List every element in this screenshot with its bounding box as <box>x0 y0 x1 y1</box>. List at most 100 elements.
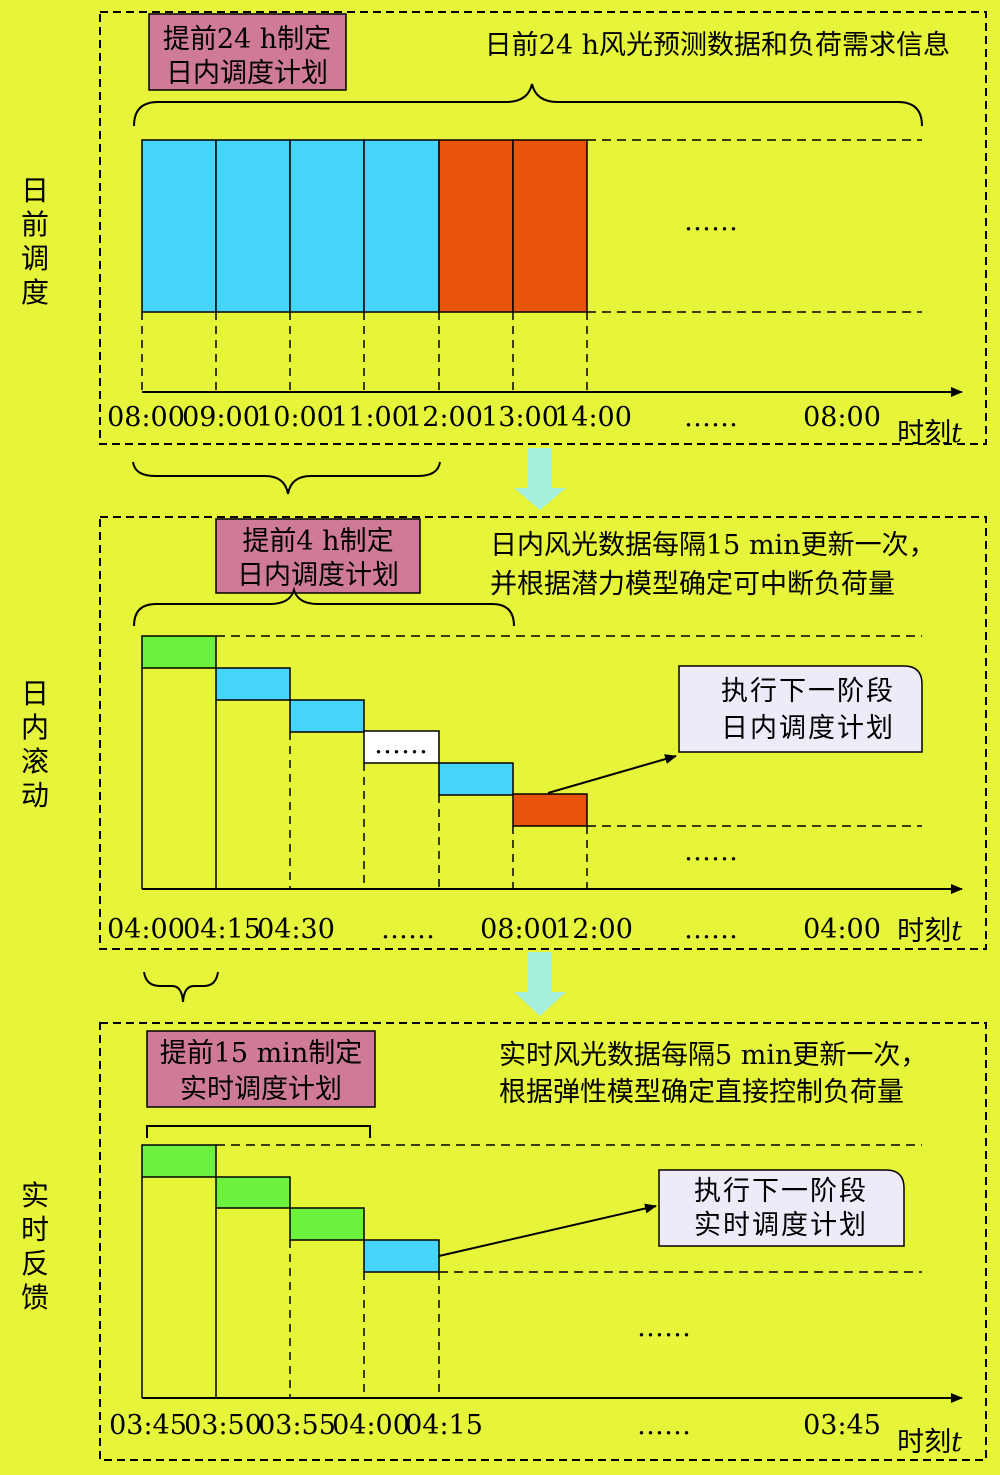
tick-label: 03:45 <box>803 1410 881 1441</box>
schedule-cell <box>141 139 217 313</box>
side-title-char: 反 <box>21 1247 53 1280</box>
schedule-cell <box>215 667 291 701</box>
tick-label: 13:00 <box>481 402 559 433</box>
next-stage-callout <box>678 665 923 753</box>
side-title-char: 馈 <box>21 1281 53 1314</box>
info-note: 日前24 h风光预测数据和负荷需求信息 <box>485 30 950 61</box>
tick-label: …… <box>684 402 738 433</box>
schedule-cell <box>141 1144 217 1178</box>
tick-label: 08:00 <box>803 402 881 433</box>
info-note: 实时风光数据每隔5 min更新一次， <box>499 1040 927 1071</box>
side-title-char: 时 <box>21 1213 53 1246</box>
plan-box-line: 提前24 h制定 <box>163 24 331 55</box>
callout-line: 执行下一阶段 <box>721 676 895 707</box>
schedule-cell <box>512 793 588 827</box>
tick-label: 04:00 <box>332 1410 410 1441</box>
horizon-brace <box>133 586 515 627</box>
schedule-cell <box>363 139 440 313</box>
tick-label: 03:45 <box>109 1410 187 1441</box>
section-day-ahead: 日 前 调 度 提前24 h制定 日内调度计划 日前24 h风光预测数据和负荷需… <box>21 11 987 449</box>
schedule-cell <box>141 635 217 669</box>
info-note: 日内风光数据每隔15 min更新一次， <box>490 530 936 561</box>
section-frame <box>99 1022 987 1461</box>
side-title-char: 实 <box>21 1179 53 1212</box>
schedule-cell <box>215 1176 291 1209</box>
info-note: 根据弹性模型确定直接控制负荷量 <box>499 1077 904 1108</box>
next-stage-callout <box>658 1169 905 1247</box>
callout-line: 执行下一阶段 <box>694 1176 868 1207</box>
tick-label: …… <box>637 1410 691 1441</box>
schedule-cell <box>512 139 588 313</box>
tick-label: 12:00 <box>405 402 483 433</box>
section-intraday-rolling: 日 内 滚 动 提前4 h制定 日内调度计划 日内风光数据每隔15 min更新一… <box>21 516 987 950</box>
plan-box-line: 提前4 h制定 <box>242 526 393 557</box>
side-title-char: 调 <box>21 242 53 275</box>
subrange-brace <box>143 971 219 1003</box>
progress-arrow <box>438 1203 657 1257</box>
grid-dashes <box>141 312 588 392</box>
horizon-brace <box>146 1125 371 1138</box>
grid-lines <box>141 668 217 889</box>
tick-label: …… <box>684 914 738 945</box>
side-title: 实 时 反 馈 <box>21 1179 53 1314</box>
section-frame <box>99 516 987 950</box>
tick-label: 11:00 <box>331 402 409 433</box>
cell-ellipsis: …… <box>374 729 428 760</box>
subrange-brace <box>132 461 441 495</box>
plan-box <box>146 1030 376 1108</box>
tick-label: 04:00 <box>803 914 881 945</box>
schedule-cell <box>289 1207 365 1241</box>
tick-label: 14:00 <box>554 402 632 433</box>
side-title-char: 滚 <box>21 745 53 778</box>
tick-label: 12:00 <box>555 914 633 945</box>
axis-label: 时刻t <box>897 916 962 947</box>
info-note: 并根据潜力模型确定可中断负荷量 <box>490 569 895 600</box>
tick-label: 09:00 <box>182 402 260 433</box>
progress-arrow <box>547 754 677 794</box>
side-title-char: 内 <box>21 711 53 744</box>
tick-label: 10:00 <box>256 402 334 433</box>
tick-label: 03:55 <box>258 1410 336 1441</box>
section-frame <box>99 11 987 445</box>
side-title-char: 日 <box>21 174 53 207</box>
horizon-brace <box>133 83 923 127</box>
plan-box-line: 日内调度计划 <box>166 58 328 89</box>
plan-box-line: 提前15 min制定 <box>160 1038 363 1069</box>
schedule-cell <box>363 1239 440 1273</box>
side-title: 日 前 调 度 <box>21 174 53 309</box>
callout-line: 实时调度计划 <box>694 1210 868 1241</box>
axis-label: 时刻t <box>897 1427 962 1458</box>
schedule-cell <box>363 730 440 764</box>
schedule-cell <box>289 139 365 313</box>
tick-label: 04:15 <box>405 1410 483 1441</box>
plan-box <box>148 13 347 91</box>
tick-label: 08:00 <box>107 402 185 433</box>
side-title-char: 动 <box>21 779 53 812</box>
ellipsis: …… <box>684 836 738 867</box>
section-realtime-feedback: 实 时 反 馈 提前15 min制定 实时调度计划 实时风光数据每隔5 min更… <box>21 1022 987 1461</box>
side-title-char: 度 <box>21 276 53 309</box>
tick-label: 04:00 <box>107 914 185 945</box>
grid-dashes <box>289 1240 440 1398</box>
schedule-cell <box>438 762 514 796</box>
side-title: 日 内 滚 动 <box>21 677 53 812</box>
tick-label: 04:30 <box>257 914 335 945</box>
tick-label: 04:15 <box>183 914 261 945</box>
schedule-cell <box>215 139 291 313</box>
plan-box-line: 实时调度计划 <box>180 1074 342 1105</box>
ellipsis: …… <box>684 206 738 237</box>
schedule-cell <box>438 139 514 313</box>
ellipsis: …… <box>637 1312 691 1343</box>
tick-label: 03:50 <box>184 1410 262 1441</box>
schedule-cell <box>289 699 365 733</box>
callout-line: 日内调度计划 <box>721 713 895 744</box>
flow-arrow <box>514 448 566 510</box>
axis-label: 时刻t <box>897 418 962 449</box>
side-title-char: 前 <box>21 208 53 241</box>
side-title-char: 日 <box>21 677 53 710</box>
grid-dashes <box>289 732 588 889</box>
grid-lines <box>141 1177 217 1398</box>
tick-label: 08:00 <box>480 914 558 945</box>
